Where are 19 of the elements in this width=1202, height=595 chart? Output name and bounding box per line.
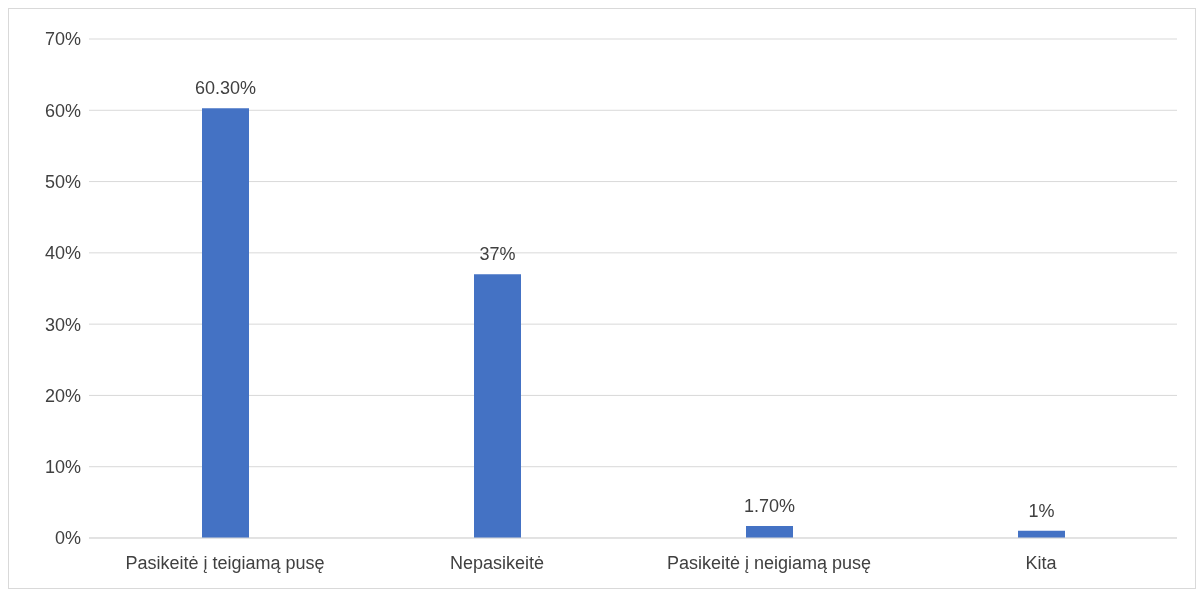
y-tick-label: 20% bbox=[44, 385, 81, 406]
y-tick-label: 30% bbox=[44, 314, 81, 335]
data-label: 1.70% bbox=[743, 495, 796, 516]
x-tick-label: Nepasikeitė bbox=[449, 552, 545, 573]
y-tick-label: 70% bbox=[44, 29, 81, 50]
y-tick-label: 60% bbox=[44, 100, 81, 121]
x-tick-label: Pasikeitė į neigiamą pusę bbox=[666, 552, 872, 573]
y-tick-label: 10% bbox=[44, 457, 81, 478]
data-label: 1% bbox=[1028, 500, 1055, 521]
x-tick-label: Kita bbox=[1025, 552, 1058, 573]
bar bbox=[746, 525, 793, 538]
bar bbox=[202, 108, 249, 538]
y-tick-label: 50% bbox=[44, 171, 81, 192]
x-tick-label: Pasikeitė į teigiamą pusę bbox=[125, 552, 325, 573]
bar bbox=[474, 274, 521, 538]
y-tick-label: 0% bbox=[54, 528, 81, 549]
data-label: 60.30% bbox=[194, 78, 257, 99]
y-tick-label: 40% bbox=[44, 243, 81, 264]
data-label: 37% bbox=[479, 244, 516, 265]
